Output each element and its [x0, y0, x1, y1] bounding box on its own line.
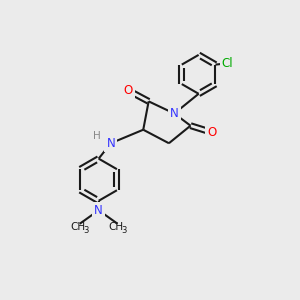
Text: O: O [124, 84, 133, 97]
Text: H: H [93, 131, 101, 142]
Text: CH: CH [109, 222, 124, 232]
Text: CH: CH [71, 222, 86, 232]
Text: 3: 3 [83, 226, 88, 235]
Text: N: N [94, 204, 103, 217]
Text: O: O [208, 126, 217, 139]
Text: N: N [106, 137, 115, 150]
Text: N: N [170, 107, 179, 120]
Text: 3: 3 [121, 226, 126, 235]
Text: Cl: Cl [222, 57, 233, 70]
